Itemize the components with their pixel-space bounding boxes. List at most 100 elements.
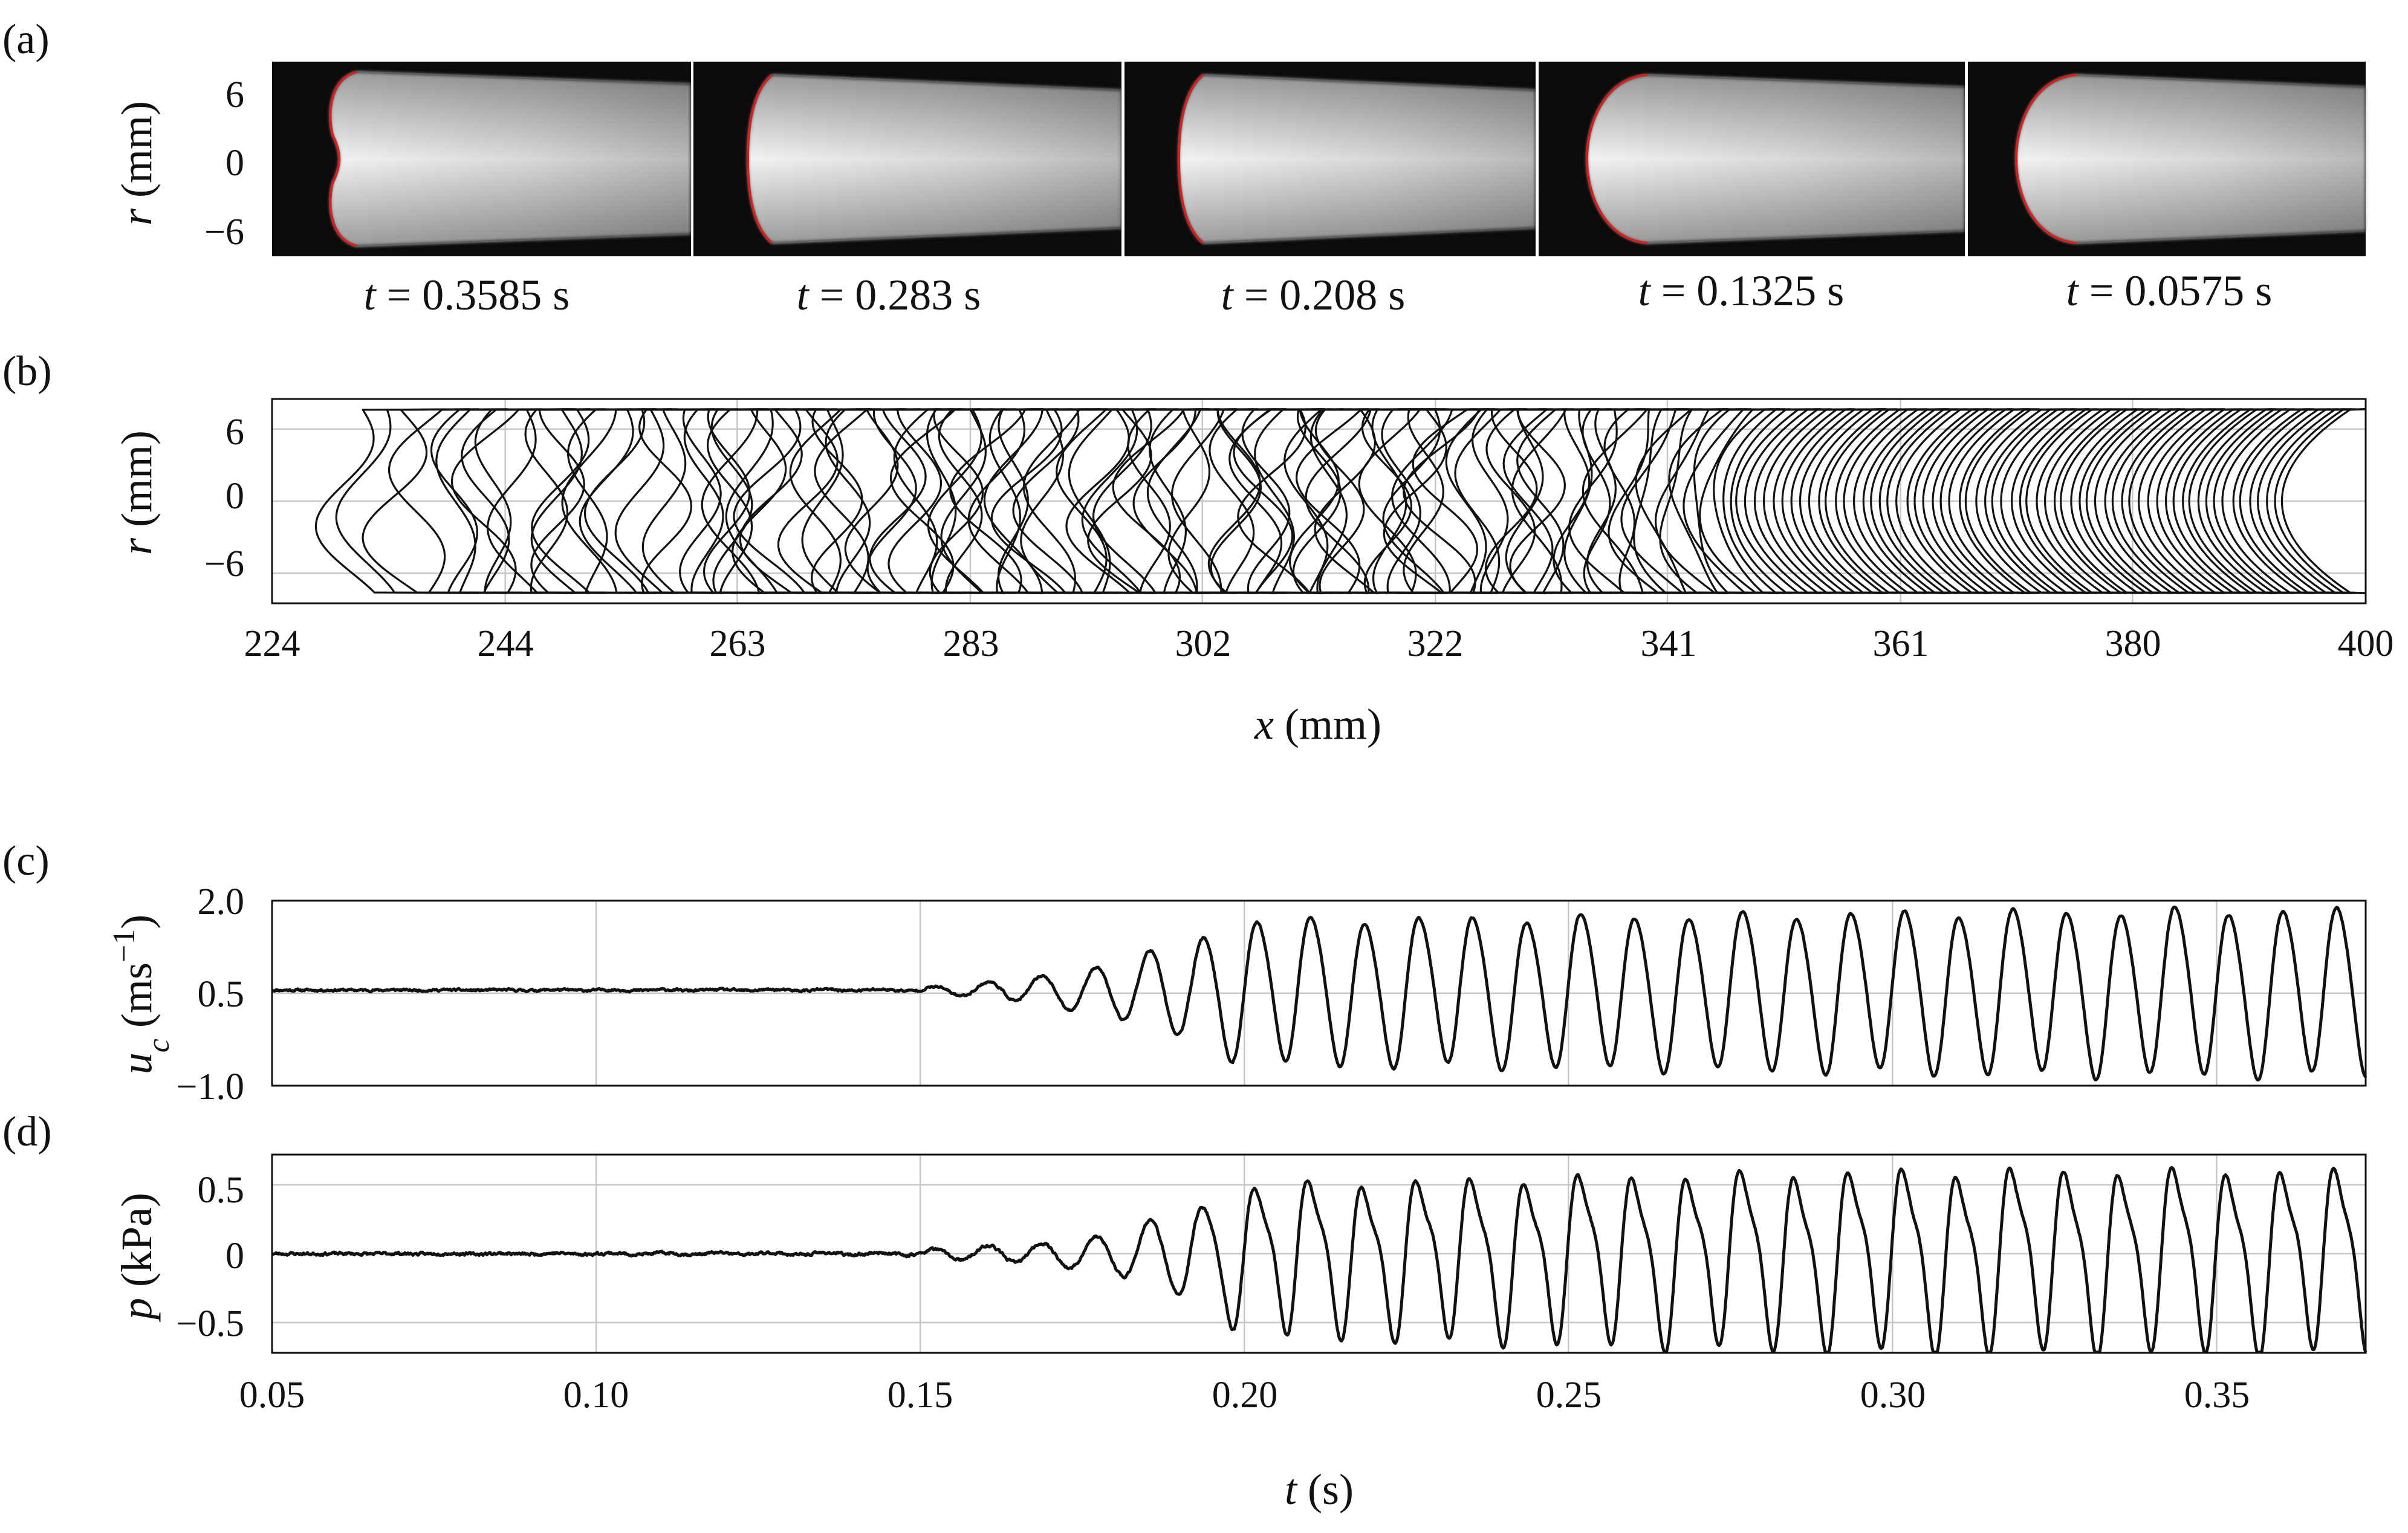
interface-profile: [2249, 408, 2356, 594]
interface-profile: [1382, 408, 1527, 594]
jet-shading: [1179, 75, 1536, 243]
interface-profile: [2165, 408, 2288, 594]
panel-d-yticks: 0.5 0 −0.5: [177, 1170, 244, 1344]
interface-profile: [801, 408, 941, 594]
interface-profile: [2232, 408, 2338, 594]
panel-d-xtick: 0.15: [888, 1375, 953, 1416]
interface-profile: [1511, 408, 1670, 594]
interface-profile: [1699, 408, 1821, 594]
interface-profile: [1167, 408, 1287, 594]
interface-profile: [869, 408, 981, 594]
interface-profile: [1112, 408, 1259, 594]
panel-b-xtick: 341: [1641, 623, 1697, 664]
panel-b-xtick: 380: [2105, 623, 2161, 664]
interface-profile: [2156, 408, 2277, 594]
panel-c-grid: [271, 899, 2366, 1087]
interface-profile: [2221, 408, 2346, 594]
interface-profile: [2205, 408, 2308, 594]
interface-profile: [2025, 408, 2127, 594]
interface-profile: [2213, 408, 2330, 594]
interface-profile: [1984, 408, 2098, 594]
interface-profile: [1799, 408, 1897, 594]
interface-profile: [1171, 408, 1325, 594]
interface-profile: [1603, 408, 1727, 594]
interface-profile: [314, 408, 479, 594]
interface-profile: [1668, 408, 1773, 594]
panel-b-yticks: 6 0 −6: [204, 412, 244, 585]
interface-profile: [430, 408, 568, 594]
interface-profile: [2070, 408, 2174, 594]
interface-profile: [1730, 408, 1831, 594]
interface-profile: [2147, 408, 2272, 594]
frame-divider: [1965, 62, 1968, 256]
panel-b-ylabel: r (mm): [112, 430, 161, 555]
frame-time-label: t = 0.1325 s: [1638, 267, 1845, 315]
interface-profile: [1092, 408, 1237, 594]
interface-outline: [746, 74, 773, 244]
panel-a: (a) r (mm) 6 0 −6 t = 0.3585 s t = 0.283…: [2, 16, 2366, 319]
interface-profile: [1654, 408, 1780, 594]
interface-profile: [2036, 408, 2137, 594]
interface-profile: [1505, 408, 1617, 594]
interface-profile: [844, 408, 966, 594]
interface-profile: [2121, 408, 2243, 594]
interface-profile: [1484, 408, 1600, 594]
panel-a-ytick: 6: [226, 74, 244, 115]
panel-b-xtick: 244: [478, 623, 534, 664]
interface-profile: [435, 408, 573, 594]
interface-profile: [583, 408, 738, 594]
panel-d-xtick: 0.20: [1212, 1375, 1278, 1416]
panel-b-xtick: 302: [1175, 623, 1232, 664]
interface-profile: [1502, 408, 1646, 594]
interface-profile: [733, 408, 908, 594]
interface-profile: [1959, 408, 2089, 594]
interface-profile: [707, 408, 837, 594]
panel-b-xtick: 361: [1873, 623, 1929, 664]
panel-b-xlabel: x (mm): [1254, 700, 1381, 748]
interface-profile: [1744, 408, 1855, 594]
interface-profile: [1391, 408, 1545, 594]
panel-d-xlabel: t (s): [1285, 1465, 1354, 1514]
interface-profile: [1207, 408, 1325, 594]
interface-profile: [1939, 408, 2040, 594]
panel-a-ytick: −6: [204, 212, 244, 253]
interface-profile: [888, 408, 1005, 594]
panel-b-label: (b): [2, 348, 52, 395]
interface-profile: [866, 408, 993, 594]
interface-profile: [1895, 408, 2014, 594]
interface-profile: [461, 408, 577, 594]
panel-c-ytick: 2.0: [198, 881, 245, 922]
panel-c-ytick: −1.0: [177, 1066, 244, 1107]
panel-a-time-labels: t = 0.3585 s t = 0.283 s t = 0.208 s t =…: [364, 267, 2273, 319]
interface-profile: [1412, 408, 1547, 594]
interface-profile: [710, 408, 817, 594]
interface-profile: [1146, 408, 1309, 594]
frame-divider: [1122, 62, 1124, 256]
jet-shading: [1587, 75, 1965, 243]
interface-profile: [2274, 408, 2366, 594]
interface-profile: [988, 408, 1100, 594]
interface-profile: [1509, 408, 1629, 594]
interface-profile: [1964, 408, 2074, 594]
panel-d-xticks: 0.05 0.10 0.15 0.20 0.25 0.30 0.35: [239, 1375, 2250, 1416]
interface-profile: [926, 408, 1043, 594]
panel-d-xtick: 0.05: [239, 1375, 305, 1416]
interface-profile: [1241, 408, 1343, 594]
interface-profile: [2182, 408, 2295, 594]
panel-d-ylabel: p (kPa): [112, 1193, 161, 1323]
panel-b-xtick: 263: [710, 623, 766, 664]
panel-b-xtick: 224: [244, 623, 300, 664]
interface-profile: [1582, 408, 1729, 594]
interface-profile: [1608, 408, 1742, 594]
panel-a-label: (a): [2, 16, 50, 63]
interface-profile: [1149, 408, 1276, 594]
frame-time-label: t = 0.0575 s: [2066, 267, 2273, 315]
interface-profile: [1878, 408, 1992, 594]
interface-profile: [1254, 408, 1369, 594]
interface-profile: [2111, 408, 2218, 594]
interface-profile: [1808, 408, 1927, 594]
interface-profile: [683, 408, 787, 594]
interface-profile: [1209, 408, 1332, 594]
panel-b-ytick: 6: [226, 412, 244, 453]
